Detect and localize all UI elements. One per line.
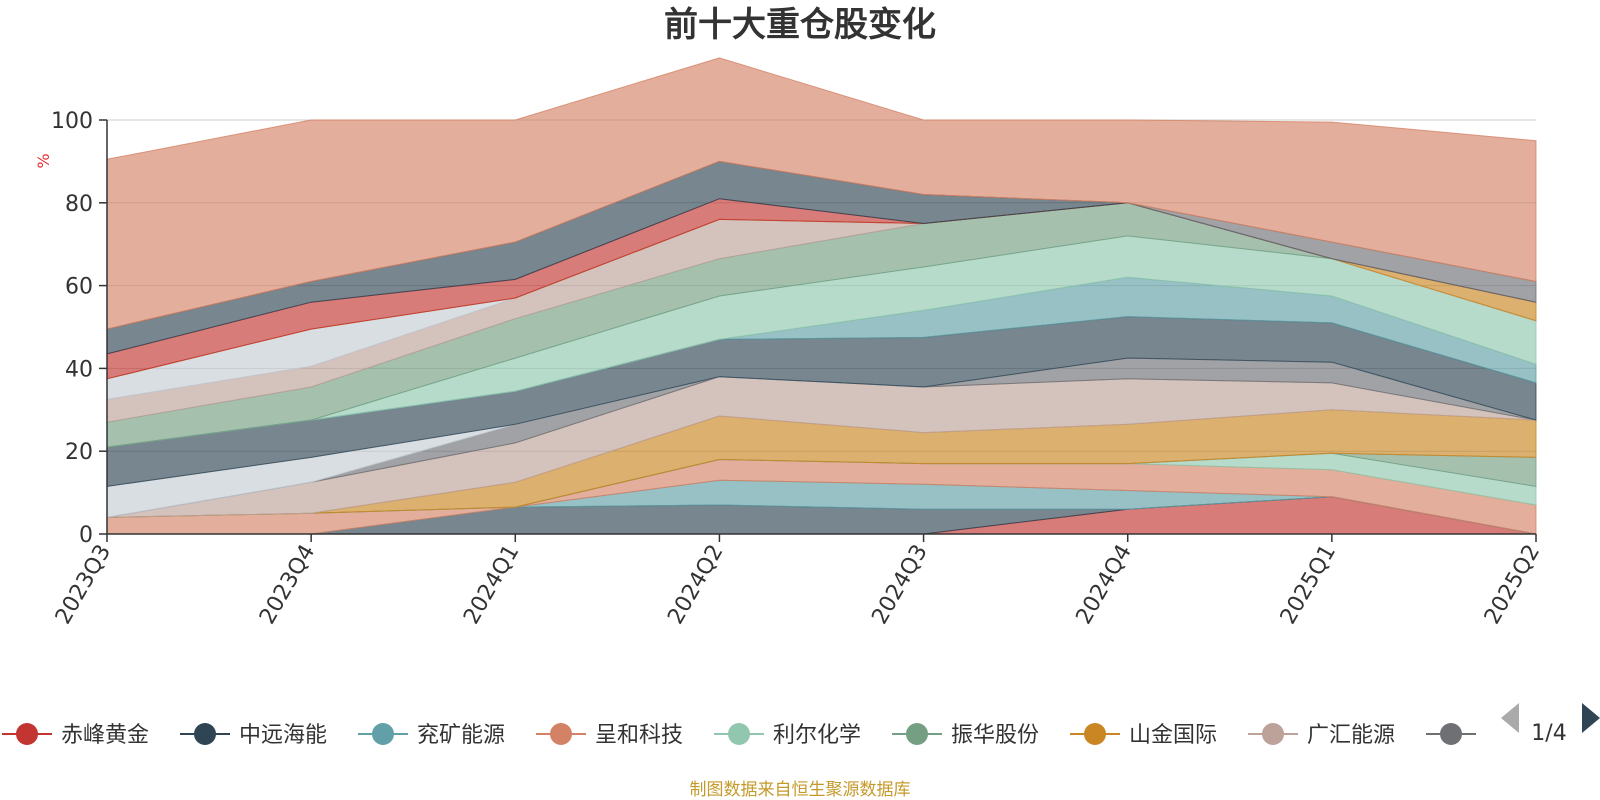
x-tick-label: 2024Q3 <box>867 541 932 629</box>
legend-item[interactable]: 利尔化学 <box>714 723 861 748</box>
legend-circle-icon <box>728 723 750 745</box>
x-tick-labels: 2023Q3 2023Q4 2024Q1 2024Q2 2024Q3 2024Q4 2025… <box>51 541 1545 629</box>
x-tick-label: 2024Q4 <box>1072 541 1137 629</box>
legend-label: 赤峰黄金 <box>61 723 149 748</box>
chart-title: 前十大重仓股变化 <box>664 5 936 45</box>
y-tick-label: 40 <box>65 357 93 382</box>
legend-label: 兖矿能源 <box>417 723 505 748</box>
legend-prev-icon[interactable] <box>1501 703 1519 733</box>
legend-page-label: 1/4 <box>1531 721 1566 746</box>
x-tick-label: 2025Q2 <box>1480 541 1545 629</box>
x-tick-label: 2024Q2 <box>663 541 728 629</box>
legend-item[interactable]: 呈和科技 <box>536 723 683 748</box>
stacked-areas <box>106 57 1537 535</box>
y-axis-unit: % <box>34 153 53 168</box>
legend-next-icon[interactable] <box>1582 703 1600 733</box>
legend-circle-icon <box>194 723 216 745</box>
legend-item[interactable]: 中远海能 <box>180 723 327 748</box>
legend-circle-icon <box>16 723 38 745</box>
legend-label: 山金国际 <box>1129 723 1217 748</box>
legend-label: 中远海能 <box>239 723 327 748</box>
area-series-20 <box>106 57 1537 330</box>
legend-item[interactable]: 神火股份 <box>1426 723 1573 748</box>
legend-item[interactable]: 广汇能源 <box>1248 723 1395 748</box>
y-tick-label: 0 <box>79 523 93 548</box>
legend-circle-icon <box>1084 723 1106 745</box>
legend-label: 呈和科技 <box>595 723 683 748</box>
legend-label: 广汇能源 <box>1307 723 1395 748</box>
legend-item[interactable]: 山金国际 <box>1070 723 1217 748</box>
legend-circle-icon <box>550 723 572 745</box>
legend-circle-icon <box>1440 723 1462 745</box>
y-tick-label: 100 <box>51 109 93 134</box>
legend-circle-icon <box>372 723 394 745</box>
y-tick-labels: 0 20 40 60 80 100 <box>51 109 93 548</box>
y-tick-label: 20 <box>65 440 93 465</box>
legend-label: 利尔化学 <box>773 723 861 748</box>
legend-circle-icon <box>906 723 928 745</box>
source-note: 制图数据来自恒生聚源数据库 <box>690 780 911 800</box>
legend-pager[interactable]: 1/4 <box>1501 703 1600 746</box>
axes <box>99 119 1537 542</box>
x-tick-label: 2025Q1 <box>1276 541 1341 629</box>
legend-circle-icon <box>1262 723 1284 745</box>
legend-item[interactable]: 振华股份 <box>892 723 1039 748</box>
x-tick-label: 2023Q4 <box>255 541 320 629</box>
y-tick-label: 60 <box>65 275 93 300</box>
x-tick-label: 2024Q1 <box>459 541 524 629</box>
legend-item[interactable]: 赤峰黄金 <box>2 723 149 748</box>
legend-label: 振华股份 <box>951 723 1039 748</box>
legend-item[interactable]: 兖矿能源 <box>358 723 505 748</box>
y-tick-label: 80 <box>65 192 93 217</box>
legend[interactable]: 赤峰黄金 中远海能 兖矿能源 呈和科技 利尔化学 振华股份 山金国际 广汇能源 神火股份 <box>2 723 1573 748</box>
x-tick-label: 2023Q3 <box>51 541 116 629</box>
